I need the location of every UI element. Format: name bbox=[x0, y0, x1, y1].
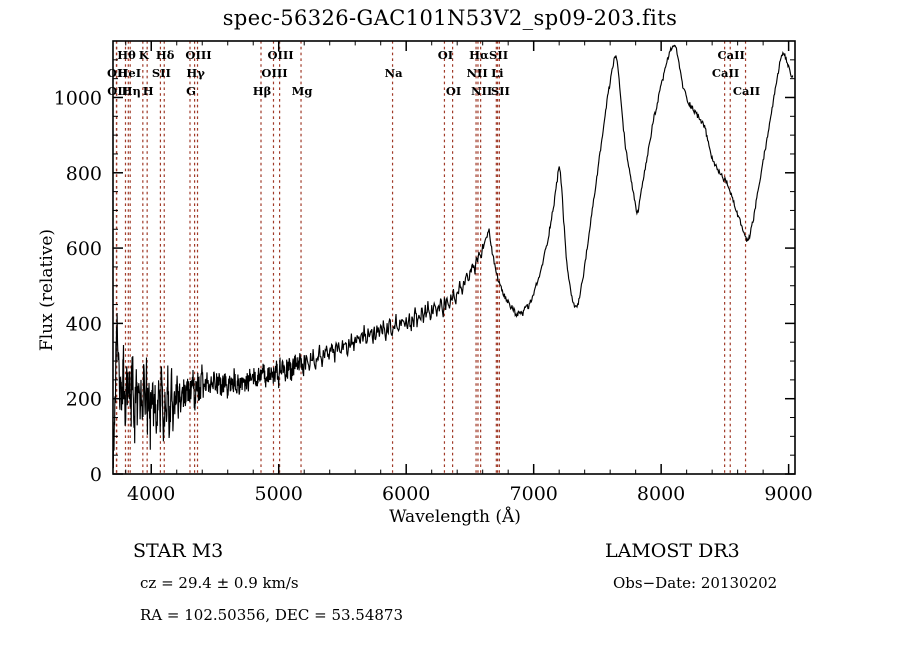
spectral-line-label: G bbox=[186, 84, 196, 98]
spectral-line-label: Hβ bbox=[253, 84, 272, 98]
spectral-line-label: CaII bbox=[733, 84, 760, 98]
spectral-line-markers bbox=[115, 41, 747, 474]
y-tick-label: 400 bbox=[66, 313, 102, 335]
spectral-line-label: OII bbox=[107, 84, 128, 98]
spectral-line-label: NII bbox=[471, 84, 492, 98]
spectral-line-label: Hα bbox=[469, 48, 489, 62]
spectral-line-label: K bbox=[139, 48, 150, 62]
x-tick-label: 8000 bbox=[637, 483, 685, 505]
spectral-line-label: OIII bbox=[268, 48, 294, 62]
spectral-line-label: CaII bbox=[712, 66, 739, 80]
x-tick-label: 4000 bbox=[127, 483, 175, 505]
spectral-line-label: H bbox=[143, 84, 154, 98]
y-tick-label: 1000 bbox=[54, 88, 102, 110]
x-tick-label: 7000 bbox=[510, 483, 558, 505]
spectral-line-label: SII bbox=[491, 84, 510, 98]
spectral-line-label: OII bbox=[107, 66, 128, 80]
spectral-line-label: HeI bbox=[118, 66, 142, 80]
x-tick-label: 6000 bbox=[382, 483, 430, 505]
spectral-line-label: OI bbox=[446, 84, 461, 98]
spectral-line-label: Hδ bbox=[156, 48, 175, 62]
spectral-line-label: Hγ bbox=[186, 66, 205, 80]
y-tick-label: 800 bbox=[66, 163, 102, 185]
y-tick-label: 600 bbox=[66, 238, 102, 260]
spectral-line-label: SII bbox=[152, 66, 171, 80]
y-tick-label: 0 bbox=[90, 464, 102, 486]
x-tick-label: 5000 bbox=[255, 483, 303, 505]
spectral-line-label: CaII bbox=[718, 48, 745, 62]
y-tick-label: 200 bbox=[66, 389, 102, 411]
spectral-line-label: Mg bbox=[292, 84, 313, 98]
spectral-line-label: Hθ bbox=[117, 48, 136, 62]
page-title: spec-56326-GAC101N53V2_sp09-203.fits bbox=[222, 6, 678, 30]
spectral-line-label: NII bbox=[466, 66, 487, 80]
spectrum-trace bbox=[112, 44, 794, 469]
spectral-line-label: OIII bbox=[185, 48, 211, 62]
spectral-line-label: OI bbox=[438, 48, 453, 62]
spectral-line-label: Li bbox=[491, 66, 504, 80]
spectral-line-label: Na bbox=[385, 66, 404, 80]
plot-axes bbox=[112, 40, 796, 475]
axis-tick-labels: 4000 5000 6000 7000 8000 9000 0 200 400 600 800 100… bbox=[54, 88, 813, 506]
spectral-line-label: SII bbox=[489, 48, 508, 62]
spectral-line-label: Hη bbox=[122, 84, 141, 98]
spectral-line-label: OIII bbox=[261, 66, 287, 80]
x-tick-label: 9000 bbox=[764, 483, 812, 505]
